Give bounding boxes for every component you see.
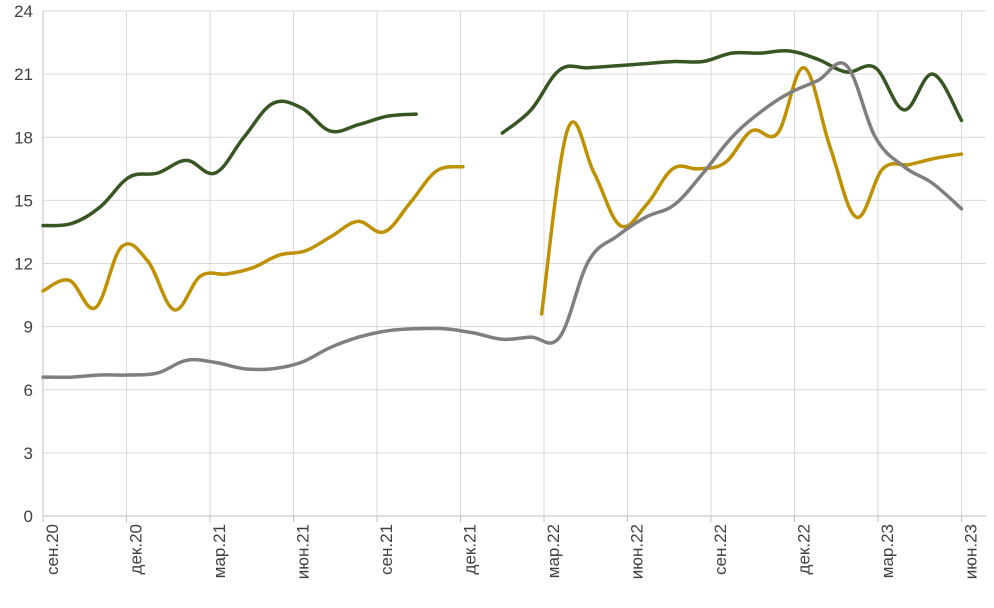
- series-1-line-segment-1: [41, 99, 418, 228]
- y-tick-label: 12: [14, 255, 33, 274]
- y-tick-label: 24: [14, 2, 33, 21]
- x-tick-label: мар.23: [878, 524, 897, 578]
- grid-lines: [42, 10, 986, 522]
- y-tick-label: 6: [24, 381, 33, 400]
- x-tick-label: сен.20: [43, 524, 62, 575]
- x-tick-label: сен.21: [377, 524, 396, 575]
- x-tick-label: мар.22: [544, 524, 563, 578]
- series-2-line-segment-1: [41, 164, 465, 312]
- x-tick-label: мар.21: [210, 524, 229, 578]
- x-axis-ticks: сен.20 дек.20 мар.21 июн.21 сен.21 дек.21 мар.…: [43, 524, 981, 579]
- y-tick-label: 0: [24, 507, 33, 526]
- y-tick-label: 15: [14, 191, 33, 210]
- x-tick-label: июн.21: [294, 524, 313, 579]
- series-1-line-segment-2: [500, 48, 964, 135]
- x-tick-label: дек.22: [795, 524, 814, 574]
- y-tick-label: 21: [14, 65, 33, 84]
- x-tick-label: дек.21: [461, 524, 480, 574]
- series-3-line-segment-1: [41, 61, 964, 380]
- y-axis-ticks: 0 3 6 9 12 15 18 21 24: [14, 2, 33, 526]
- series-lines: [41, 48, 964, 380]
- x-tick-label: июн.22: [628, 524, 647, 579]
- series-2-line-segment-2: [539, 66, 964, 316]
- x-tick-label: июн.23: [962, 524, 981, 579]
- x-tick-label: дек.20: [127, 524, 146, 574]
- y-tick-label: 3: [24, 444, 33, 463]
- y-tick-label: 18: [14, 128, 33, 147]
- x-tick-label: сен.22: [711, 524, 730, 575]
- y-tick-label: 9: [24, 318, 33, 337]
